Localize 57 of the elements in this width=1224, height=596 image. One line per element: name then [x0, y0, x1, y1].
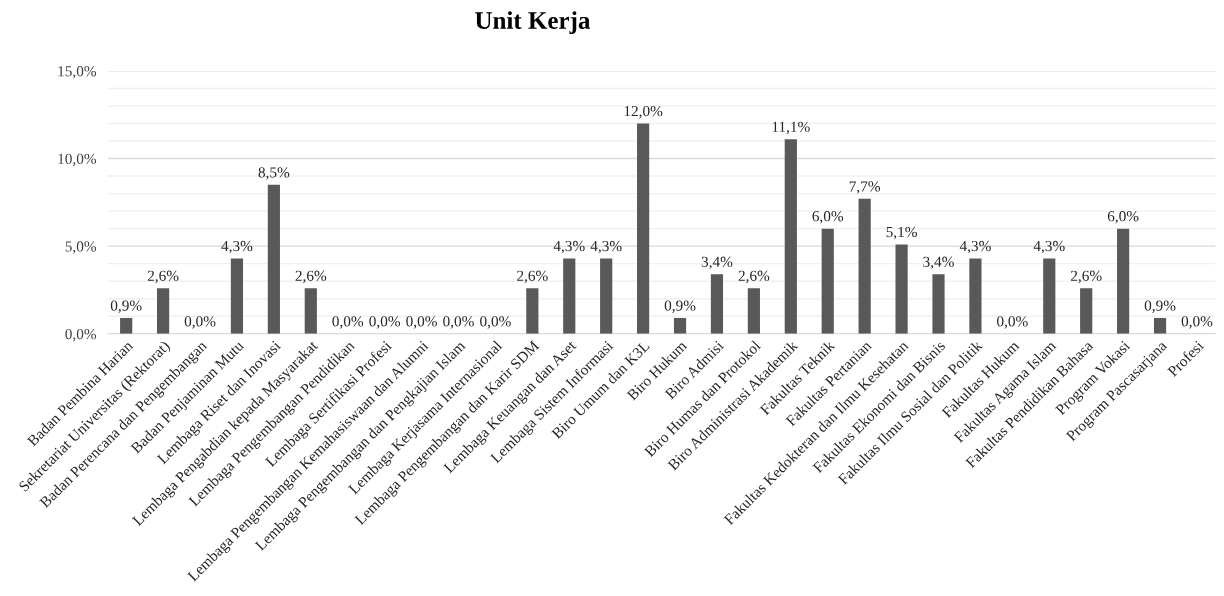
- bar: [1153, 317, 1167, 334]
- data-label: 6,0%: [812, 211, 844, 224]
- y-tick-label: 15,0%: [58, 66, 97, 79]
- data-label: 8,5%: [258, 167, 290, 180]
- bar: [563, 258, 576, 334]
- data-label: 0,0%: [369, 316, 401, 329]
- bar: [969, 258, 982, 334]
- bar: [784, 139, 797, 334]
- data-label: 6,0%: [1107, 211, 1139, 224]
- data-label: 2,6%: [517, 270, 548, 284]
- bar: [120, 317, 133, 334]
- bar: [526, 288, 539, 334]
- y-tick-label: 10,0%: [58, 153, 97, 167]
- data-label: 7,7%: [849, 181, 881, 194]
- data-label: 0,9%: [664, 300, 696, 313]
- data-label: 4,3%: [590, 240, 622, 254]
- bar: [1117, 228, 1130, 334]
- data-label: 4,3%: [1033, 240, 1065, 254]
- data-label: 12,0%: [624, 105, 663, 119]
- data-label: 0,9%: [1144, 300, 1176, 313]
- bar: [821, 228, 834, 334]
- bar: [230, 258, 244, 334]
- data-label: 0,0%: [997, 316, 1028, 329]
- bar: [637, 123, 650, 334]
- bar: [710, 274, 724, 334]
- bar: [895, 244, 908, 334]
- bar: [600, 258, 613, 334]
- bar: [673, 317, 687, 334]
- data-label: 3,4%: [923, 256, 954, 270]
- data-label: 2,6%: [1070, 270, 1102, 284]
- data-label: 2,6%: [295, 270, 327, 284]
- bar: [304, 288, 317, 334]
- data-label: 0,0%: [480, 316, 511, 329]
- data-label: 2,6%: [738, 270, 770, 284]
- data-label: 11,1%: [772, 121, 810, 135]
- bar: [858, 198, 871, 334]
- data-label: 2,6%: [147, 270, 179, 284]
- data-label: 0,0%: [332, 316, 364, 329]
- data-label: 4,3%: [221, 240, 253, 254]
- bar: [157, 288, 170, 334]
- bar: [1080, 288, 1093, 334]
- data-label: 0,0%: [443, 316, 474, 329]
- data-label: 0,0%: [1181, 316, 1213, 329]
- data-label: 3,4%: [701, 256, 733, 270]
- data-label: 4,3%: [959, 240, 991, 254]
- data-label: 4,3%: [553, 240, 585, 254]
- bar: [747, 288, 760, 334]
- chart-title: Unit Kerja: [475, 11, 591, 34]
- y-tick-label: 5,0%: [65, 241, 97, 254]
- bar: [932, 274, 945, 334]
- bar: [267, 184, 280, 334]
- bar: [1043, 258, 1056, 334]
- data-label: 0,0%: [406, 316, 437, 329]
- data-label: 0,9%: [110, 300, 142, 313]
- data-label: 0,0%: [184, 316, 216, 329]
- y-tick-label: 0,0%: [65, 328, 97, 342]
- data-label: 5,1%: [886, 226, 917, 240]
